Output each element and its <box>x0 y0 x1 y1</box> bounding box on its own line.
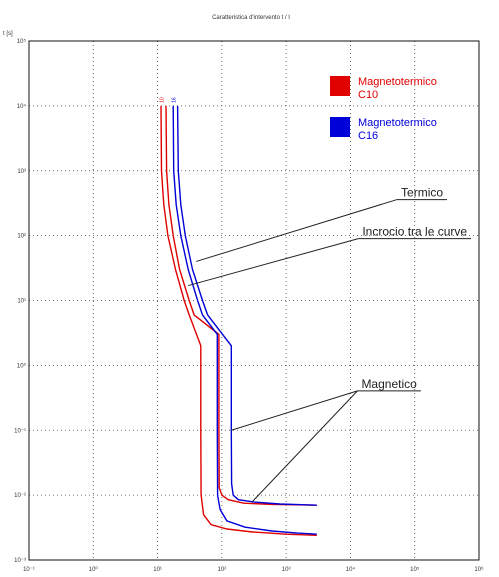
y-tick-label: 10⁵ <box>17 38 27 45</box>
y-tick-label: 10² <box>17 234 26 240</box>
series-1-curve-tag: 10 <box>159 97 165 103</box>
series-1-curve-max <box>165 105 317 506</box>
y-tick-label: 10⁻³ <box>14 558 26 564</box>
legend-swatch-2 <box>330 117 350 137</box>
curve-layer <box>160 105 317 536</box>
annotation-label-1: Termico <box>401 186 443 200</box>
curve-tags: 10 16 <box>159 97 177 103</box>
y-tick-label: 10¹ <box>17 299 26 305</box>
legend-label-2: Magnetotermico <box>358 117 437 129</box>
y-axis-ticks: 10⁻³ 10⁻² 10⁻¹ 10⁰ 10¹ 10² 10³ 10⁴ 10⁵ <box>14 38 26 564</box>
y-axis-label: t [s] <box>3 31 13 37</box>
x-tick-label: 10⁴ <box>346 566 356 573</box>
series-2-curve-min <box>172 105 317 535</box>
annotation-leader-3 <box>252 390 358 502</box>
y-tick-label: 10⁻¹ <box>14 428 26 434</box>
annotation-label-2: Incrocio tra le curve <box>362 225 467 239</box>
legend-label-2: C16 <box>358 130 378 142</box>
y-tick-label: 10⁴ <box>17 103 27 110</box>
chart-title: Caratteristica d'intervento t / I <box>212 15 290 21</box>
annotation-leader-2 <box>188 238 359 287</box>
y-tick-label: 10⁰ <box>17 362 27 369</box>
series-1-curve-min <box>160 105 317 536</box>
x-tick-label: 10⁵ <box>410 566 420 573</box>
x-tick-label: 10¹ <box>153 567 162 573</box>
x-tick-label: 10⁻¹ <box>23 567 35 573</box>
annotation-label-3: Magnetico <box>361 377 417 391</box>
x-tick-label: 10² <box>218 567 227 573</box>
annotation-leader-1 <box>196 199 398 262</box>
legend-label-1: C10 <box>358 89 378 101</box>
grid-lines <box>29 41 479 560</box>
y-tick-label: 10³ <box>17 169 26 175</box>
legend-label-1: Magnetotermico <box>358 76 437 88</box>
x-axis-ticks: 10⁻¹ 10⁰ 10¹ 10² 10³ 10⁴ 10⁵ 10⁶ <box>23 566 484 573</box>
annotation-leader-3 <box>231 390 358 431</box>
plot-frame <box>28 40 480 561</box>
x-tick-label: 10³ <box>282 567 291 573</box>
legend-swatch-1 <box>330 76 350 96</box>
x-tick-label: 10⁰ <box>89 566 99 573</box>
x-tick-label: 10⁶ <box>474 566 484 573</box>
series-2-curve-max <box>176 105 317 506</box>
y-tick-label: 10⁻² <box>14 493 26 499</box>
annotations: Termico Incrocio tra le curve Magnetico <box>188 186 472 502</box>
series-2-curve-tag: 16 <box>171 97 177 103</box>
